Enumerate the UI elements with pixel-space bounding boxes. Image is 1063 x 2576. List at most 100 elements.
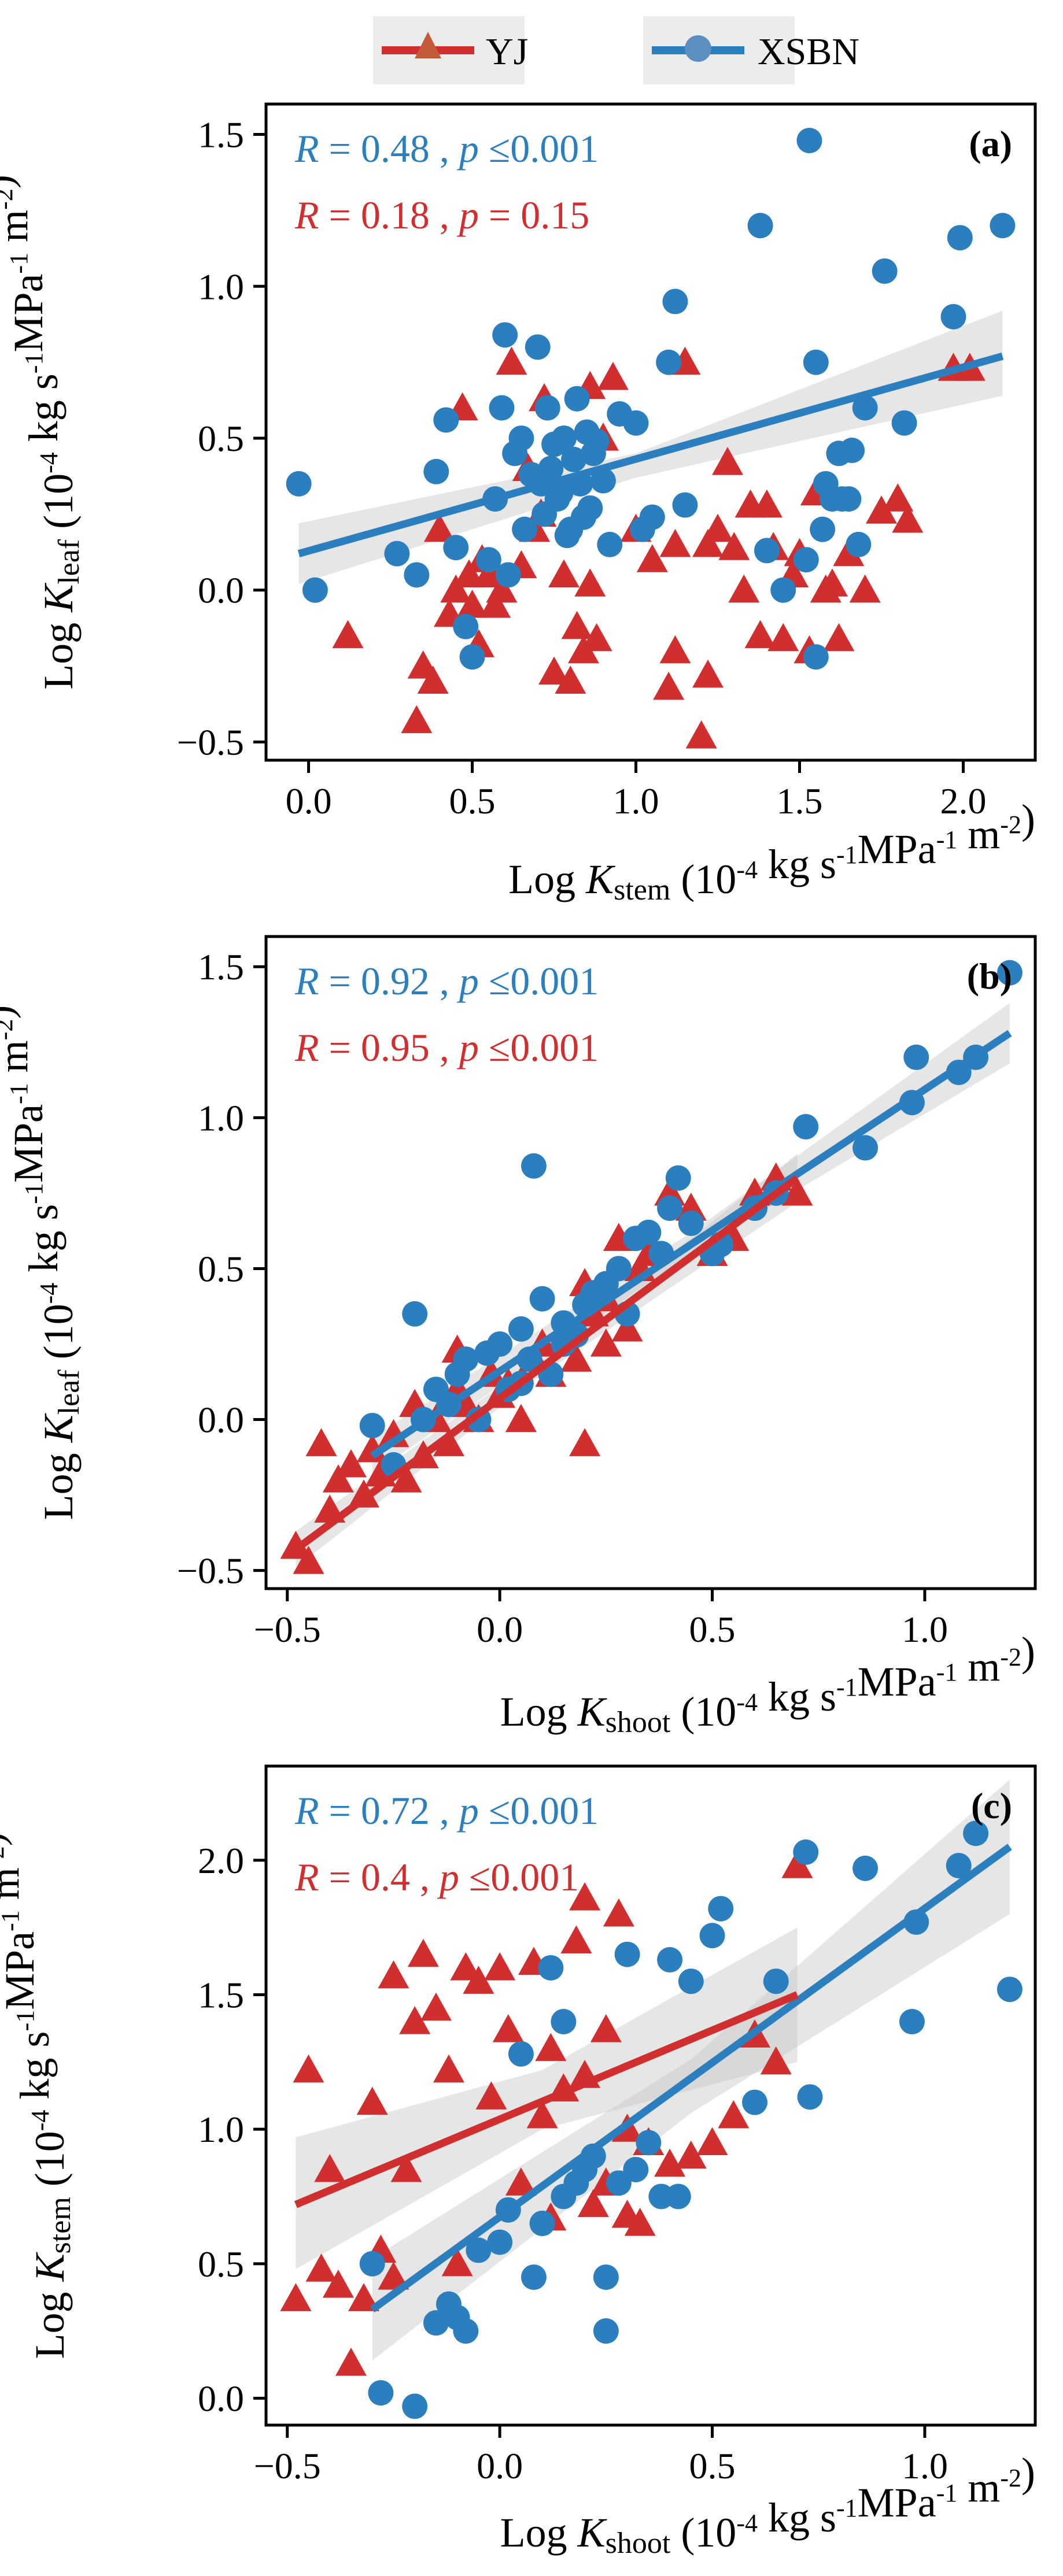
point-xsbn	[678, 1211, 704, 1237]
point-yj	[692, 528, 724, 557]
point-xsbn	[384, 541, 410, 567]
point-xsbn	[487, 2229, 513, 2255]
point-xsbn	[489, 395, 515, 421]
point-xsbn	[708, 1896, 734, 1922]
point-xsbn	[839, 438, 865, 464]
point-xsbn	[836, 486, 862, 512]
point-yj	[423, 513, 455, 542]
point-xsbn	[521, 2264, 547, 2290]
point-yj	[479, 590, 511, 618]
point-yj	[492, 2014, 524, 2042]
legend: YJ XSBN	[373, 16, 859, 84]
point-yj	[390, 2153, 422, 2182]
x-axis-title: Log Kstem (10-4 kg s-1MPa-1 m-2)	[508, 796, 1035, 906]
x-tick-label: 2.0	[940, 780, 986, 821]
point-xsbn	[525, 334, 551, 360]
point-xsbn	[534, 395, 560, 421]
point-yj	[751, 489, 783, 518]
point-yj	[305, 1428, 337, 1456]
point-xsbn	[564, 386, 590, 412]
point-xsbn	[899, 2009, 925, 2035]
point-xsbn	[796, 128, 822, 154]
point-yj	[685, 720, 717, 749]
point-xsbn	[852, 1135, 879, 1161]
point-xsbn	[678, 1968, 704, 1994]
point-xsbn	[636, 1219, 662, 1245]
point-yj	[696, 2127, 728, 2156]
point-yj	[453, 559, 485, 588]
point-xsbn	[561, 446, 586, 472]
y-axis-title: Log Kstem (10-4 kg s-1MPa-1 m-2)	[0, 1833, 77, 2359]
stat-annotation-yj: R = 0.95 , p ≤0.001	[294, 1026, 599, 1069]
panel-label: (a)	[969, 123, 1012, 164]
point-xsbn	[672, 492, 698, 518]
plot-area	[286, 128, 1016, 749]
x-tick-label: 0.0	[286, 780, 332, 821]
panel-label: (c)	[971, 1785, 1012, 1826]
x-tick-label: 0.0	[477, 2445, 523, 2486]
point-xsbn	[793, 1114, 819, 1139]
point-xsbn	[747, 213, 773, 239]
y-tick-label: 1.0	[198, 1097, 244, 1138]
point-yj	[335, 2347, 367, 2376]
x-tick-label: 0.5	[449, 780, 496, 821]
point-yj	[356, 1434, 388, 1463]
point-yj	[817, 568, 848, 597]
point-xsbn	[963, 1820, 989, 1846]
point-yj	[440, 574, 472, 603]
point-yj	[390, 1464, 422, 1493]
point-yj	[574, 568, 606, 597]
point-xsbn	[996, 960, 1023, 986]
stat-annotation-xsbn: R = 0.92 , p ≤0.001	[294, 959, 599, 1003]
y-tick-label: 0.0	[198, 2378, 244, 2419]
point-yj	[718, 532, 750, 560]
point-xsbn	[359, 2251, 385, 2277]
point-yj	[433, 2054, 464, 2083]
fit-line-yj	[294, 1991, 799, 2208]
point-yj	[659, 528, 691, 557]
point-xsbn	[512, 516, 538, 542]
point-yj	[475, 2081, 507, 2109]
point-xsbn	[606, 1256, 632, 1282]
point-xsbn	[577, 495, 603, 521]
x-tick-label: 1.5	[777, 780, 823, 821]
point-yj	[624, 2208, 656, 2236]
point-xsbn	[872, 258, 898, 284]
point-xsbn	[852, 1855, 879, 1881]
point-xsbn	[852, 395, 878, 421]
point-yj	[561, 610, 593, 639]
x-tick-label: −0.5	[254, 1609, 321, 1650]
point-xsbn	[996, 1977, 1023, 2003]
y-tick-label: 1.0	[198, 266, 244, 307]
point-yj	[718, 2100, 750, 2129]
point-xsbn	[402, 1301, 428, 1327]
point-xsbn	[551, 2183, 577, 2209]
point-xsbn	[656, 349, 682, 375]
point-xsbn	[597, 531, 623, 557]
point-yj	[505, 1404, 537, 1433]
point-yj	[781, 1850, 813, 1878]
point-yj	[417, 665, 449, 694]
point-xsbn	[990, 213, 1016, 239]
legend-marker-xsbn	[685, 35, 711, 62]
axes-frame	[264, 102, 1037, 762]
point-xsbn	[636, 2130, 662, 2156]
x-tick-label: 0.0	[477, 1609, 523, 1650]
point-yj	[484, 1952, 516, 1981]
point-yj	[305, 2253, 337, 2282]
point-xsbn	[402, 2393, 428, 2419]
y-tick-label: −0.5	[177, 721, 244, 763]
point-xsbn	[529, 1286, 555, 1312]
point-xsbn	[797, 2084, 823, 2110]
point-yj	[456, 590, 488, 618]
point-yj	[590, 2014, 622, 2042]
point-yj	[581, 623, 612, 652]
point-xsbn	[508, 425, 534, 451]
point-yj	[335, 1449, 367, 1478]
stat-annotation-yj: R = 0.4 , p ≤0.001	[294, 1855, 579, 1899]
point-xsbn	[657, 1947, 683, 1973]
point-yj	[463, 1966, 494, 1994]
point-yj	[597, 361, 629, 390]
point-yj	[548, 559, 580, 588]
point-yj	[653, 671, 685, 700]
